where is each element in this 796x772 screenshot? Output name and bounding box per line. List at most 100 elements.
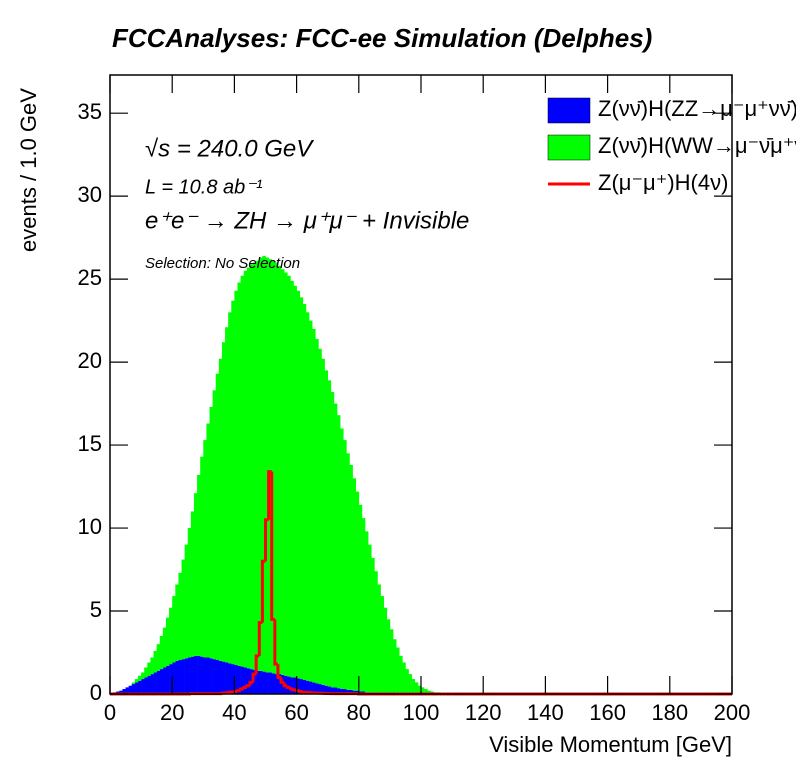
histogram-bar	[309, 681, 313, 694]
histogram-bar	[221, 661, 226, 694]
histogram-step	[301, 690, 306, 694]
histogram-bar	[265, 257, 269, 673]
legend-swatch	[547, 134, 591, 161]
histogram-bar	[411, 679, 416, 694]
histogram-bar	[169, 607, 173, 665]
x-tick-label: 0	[104, 700, 116, 725]
histogram-bar	[249, 264, 254, 670]
histogram-bar	[156, 644, 161, 671]
histogram-bar	[358, 504, 363, 692]
histogram-bar	[144, 667, 148, 678]
histogram-bar	[122, 689, 126, 694]
x-tick-label: 80	[347, 700, 371, 725]
x-tick-label: 20	[160, 700, 184, 725]
histogram-bar	[215, 659, 220, 694]
histogram-bar	[343, 689, 347, 694]
histogram-bar	[187, 657, 192, 694]
y-axis-label: events / 1.0 GeV	[16, 88, 41, 252]
histogram-bar	[141, 672, 145, 680]
histogram-step	[251, 672, 257, 683]
x-axis-label: Visible Momentum [GeV]	[489, 732, 732, 757]
y-tick-label: 20	[78, 348, 102, 373]
histogram-bar	[181, 559, 185, 660]
histogram-bar	[193, 493, 198, 656]
histogram-bar	[377, 584, 381, 694]
histogram-bar	[343, 440, 347, 690]
histogram-step	[257, 621, 263, 656]
histogram-bar	[206, 423, 210, 658]
histogram-bar	[234, 664, 238, 694]
histogram-bar	[293, 285, 297, 678]
histogram-step	[242, 685, 247, 690]
histogram-bar	[371, 557, 375, 693]
legend-label: Z(μ⁻μ⁺)H(4ν)	[598, 170, 728, 195]
histogram-bar	[262, 255, 266, 672]
histogram-bar	[175, 584, 179, 661]
histogram-bar	[315, 338, 319, 684]
histogram-step	[239, 687, 244, 691]
histogram-bar	[125, 687, 129, 694]
histogram-bar	[383, 607, 388, 694]
histogram-bar	[246, 267, 251, 669]
histogram-bar	[417, 685, 422, 694]
histogram-bar	[330, 391, 335, 688]
histogram-bar	[206, 657, 210, 694]
histogram-bar	[156, 670, 161, 694]
histogram-bar	[277, 265, 282, 675]
histogram-bar	[200, 656, 204, 694]
histogram-bar	[203, 657, 207, 694]
y-tick-label: 10	[78, 514, 102, 539]
annotation: e⁺e⁻ → ZH → μ⁺μ⁻ + Invisible	[145, 207, 469, 234]
histogram-bar	[162, 627, 167, 668]
histogram-bar	[165, 665, 170, 694]
annotation: Selection: No Selection	[145, 255, 300, 272]
histogram-bar	[346, 453, 350, 690]
histogram-bar	[287, 676, 291, 694]
histogram-bar	[131, 682, 136, 685]
histogram-bar	[212, 390, 217, 660]
histogram-bar	[197, 655, 201, 694]
histogram-bar	[128, 685, 133, 694]
histogram-bar	[209, 406, 213, 659]
histogram-bar	[141, 679, 145, 694]
histogram-bar	[296, 290, 301, 679]
histogram-bar	[268, 259, 273, 673]
histogram-step	[236, 689, 241, 693]
histogram-bar	[162, 667, 167, 694]
histogram-bar	[312, 328, 316, 683]
histogram-bar	[402, 662, 406, 694]
histogram-bar	[212, 659, 217, 694]
histogram-bar	[355, 491, 360, 691]
histogram-bar	[315, 683, 319, 694]
histogram-bar	[231, 664, 235, 694]
histogram-bar	[203, 440, 207, 658]
y-tick-label: 15	[78, 431, 102, 456]
histogram-bar	[193, 655, 198, 694]
histogram-bar	[349, 689, 353, 694]
histogram-bar	[172, 662, 176, 694]
histogram-bar	[137, 680, 142, 694]
histogram-bar	[165, 617, 170, 666]
histogram-step	[285, 685, 291, 689]
histogram-bar	[393, 639, 397, 694]
histogram-bar	[153, 672, 157, 694]
histogram-bar	[287, 275, 291, 677]
histogram-bar	[237, 665, 241, 694]
histogram-bar	[181, 659, 185, 694]
histogram-bar	[368, 544, 372, 693]
histogram-bar	[221, 342, 226, 662]
legend-label: Z(νν̄)H(ZZ→μ⁻μ⁺νν̄)	[598, 96, 796, 121]
histogram-bar	[293, 677, 297, 694]
histogram-bar	[169, 664, 173, 694]
histogram-bar	[218, 660, 223, 694]
histogram-bar	[256, 670, 260, 694]
histogram-bar	[262, 671, 266, 694]
histogram-bar	[190, 511, 195, 657]
histogram-bar	[299, 679, 304, 694]
histogram-bar	[137, 675, 142, 681]
histogram-step	[279, 677, 285, 684]
histogram-bar	[327, 686, 332, 694]
histogram-bar	[271, 673, 276, 694]
